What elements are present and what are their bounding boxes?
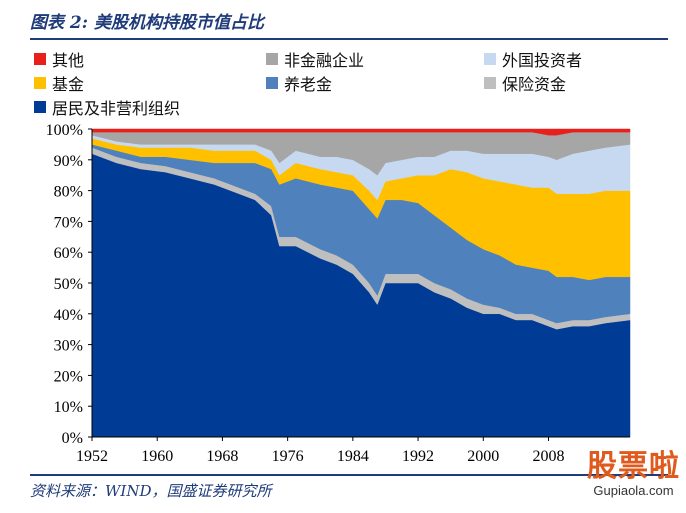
legend-label: 基金 bbox=[52, 75, 85, 94]
legend-item: 非金融企业 bbox=[266, 48, 484, 70]
legend-label: 外国投资者 bbox=[502, 51, 583, 70]
legend-swatch bbox=[484, 77, 496, 89]
watermark-sub: Gupiaola.com bbox=[593, 483, 674, 498]
x-tick-label: 2000 bbox=[467, 448, 499, 465]
y-tick-label: 20% bbox=[54, 368, 83, 385]
chart-legend: 其他 非金融企业 外国投资者基金 养老金 保险资金居民及非营利组织 bbox=[34, 48, 634, 118]
x-tick-label: 1984 bbox=[337, 448, 369, 465]
watermark-logo: 股票啦 Gupiaola.com bbox=[587, 449, 680, 498]
legend-label: 其他 bbox=[52, 51, 85, 70]
y-tick-label: 60% bbox=[54, 245, 83, 262]
x-tick-label: 1992 bbox=[402, 448, 434, 465]
x-tick-label: 1952 bbox=[76, 448, 108, 465]
legend-swatch bbox=[266, 77, 278, 89]
figure-title: 图表 2: 美股机构持股市值占比 bbox=[30, 13, 264, 33]
title-rule bbox=[30, 38, 668, 40]
source-note: 资料来源：WIND，国盛证券研究所 bbox=[30, 482, 272, 500]
legend-swatch bbox=[266, 53, 278, 65]
x-tick-label: 1960 bbox=[141, 448, 173, 465]
legend-item: 基金 bbox=[34, 72, 266, 94]
x-tick-label: 1976 bbox=[272, 448, 304, 465]
source-rule bbox=[30, 474, 668, 476]
legend-label: 养老金 bbox=[284, 75, 333, 94]
legend-item: 居民及非营利组织 bbox=[34, 96, 266, 118]
legend-swatch bbox=[34, 77, 46, 89]
watermark-main: 股票啦 bbox=[587, 449, 680, 484]
legend-label: 保险资金 bbox=[502, 75, 567, 94]
legend-item: 保险资金 bbox=[484, 72, 634, 94]
y-tick-label: 90% bbox=[54, 153, 83, 170]
legend-item: 外国投资者 bbox=[484, 48, 634, 70]
y-tick-label: 80% bbox=[54, 184, 83, 201]
y-tick-label: 100% bbox=[46, 122, 83, 139]
legend-swatch bbox=[34, 53, 46, 65]
x-tick-label: 2008 bbox=[532, 448, 564, 465]
y-tick-label: 30% bbox=[54, 338, 83, 355]
legend-item: 养老金 bbox=[266, 72, 484, 94]
legend-swatch bbox=[484, 53, 496, 65]
legend-label: 非金融企业 bbox=[284, 51, 365, 70]
y-tick-label: 0% bbox=[62, 430, 83, 447]
y-tick-label: 40% bbox=[54, 307, 83, 324]
legend-label: 居民及非营利组织 bbox=[52, 99, 181, 118]
legend-swatch bbox=[34, 101, 46, 113]
y-tick-label: 70% bbox=[54, 214, 83, 231]
legend-item: 其他 bbox=[34, 48, 266, 70]
area-series bbox=[91, 128, 631, 136]
y-tick-label: 10% bbox=[54, 399, 83, 416]
x-tick-label: 1968 bbox=[206, 448, 238, 465]
y-tick-label: 50% bbox=[54, 276, 83, 293]
